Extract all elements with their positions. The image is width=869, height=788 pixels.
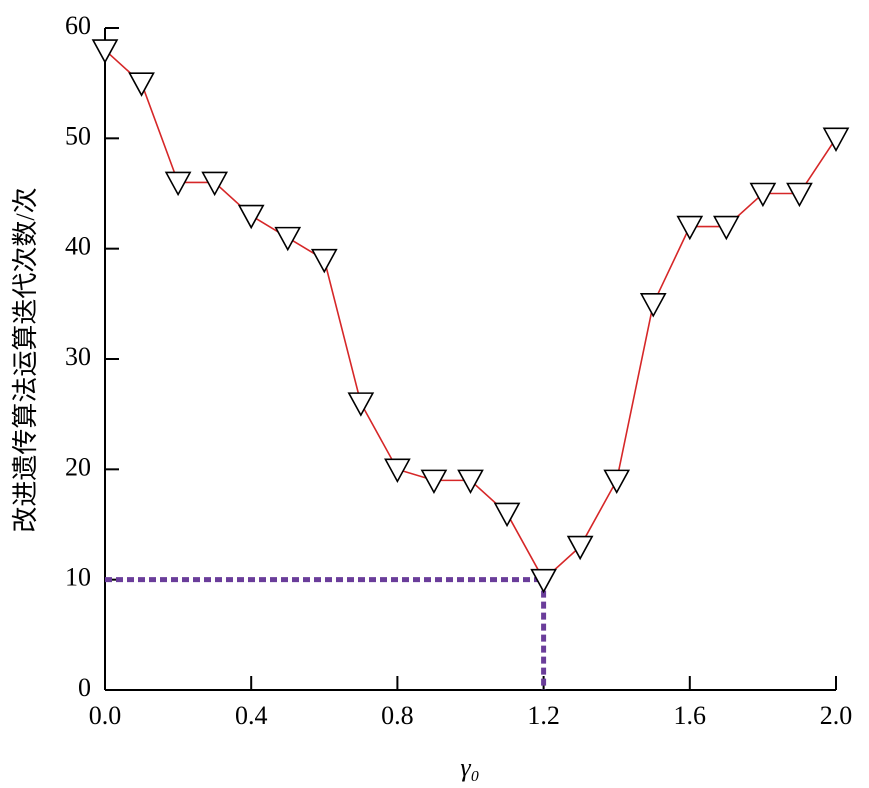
- marker: [530, 568, 557, 594]
- marker: [786, 182, 813, 208]
- y-tick-label: 60: [65, 11, 91, 40]
- marker: [493, 502, 521, 528]
- marker: [347, 392, 375, 417]
- x-tick-label: 0.4: [235, 701, 268, 730]
- marker: [713, 215, 740, 241]
- x-tick-label: 0.8: [381, 701, 414, 730]
- marker: [384, 458, 411, 484]
- y-tick-label: 50: [65, 121, 91, 150]
- marker: [128, 72, 155, 97]
- y-axis-label: 改进遗传算法运算迭代次数/次: [11, 187, 40, 532]
- marker: [420, 469, 448, 495]
- x-tick-label: 2.0: [820, 701, 853, 730]
- marker: [566, 535, 594, 561]
- y-tick-label: 40: [65, 232, 91, 261]
- y-tick-label: 10: [65, 563, 91, 592]
- marker: [749, 182, 777, 208]
- marker: [603, 469, 631, 495]
- y-tick-label: 20: [65, 452, 91, 481]
- marker: [91, 39, 119, 64]
- marker: [457, 469, 484, 495]
- marker: [164, 171, 192, 197]
- y-tick-label: 0: [78, 673, 91, 702]
- marker: [639, 293, 667, 318]
- marker: [676, 215, 704, 241]
- marker: [822, 127, 850, 153]
- marker: [274, 226, 302, 252]
- x-tick-label: 1.2: [527, 701, 560, 730]
- x-tick-label: 0.0: [89, 701, 122, 730]
- marker: [201, 171, 228, 197]
- x-tick-label: 1.6: [674, 701, 707, 730]
- series-line: [104, 49, 837, 581]
- y-tick-label: 30: [65, 342, 91, 371]
- marker: [237, 204, 265, 230]
- x-axis-label: γ₀: [460, 753, 479, 782]
- marker: [310, 248, 338, 274]
